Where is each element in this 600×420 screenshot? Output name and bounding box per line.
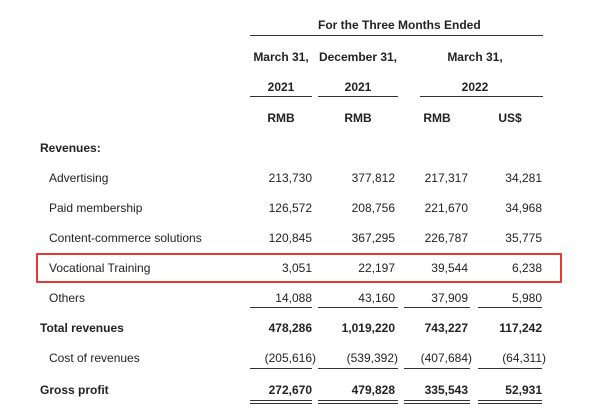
gross-double-rule-4b	[478, 403, 542, 404]
cell-value: 226,787	[424, 231, 468, 245]
cell-value: 14,088	[275, 291, 312, 305]
col-date-1-year: 2021	[267, 80, 295, 94]
col-date-2-month: December 31,	[318, 50, 398, 64]
highlight-box	[36, 253, 562, 283]
col-date-3-year: 2022	[461, 80, 489, 94]
cell-value: 6,238	[511, 261, 542, 275]
cell-value: 52,931	[505, 383, 542, 397]
cell-value: (64,311)	[502, 351, 546, 365]
cell-value: 34,281	[505, 171, 542, 185]
cell-value: 478,286	[268, 321, 312, 335]
row-label: Cost of revenues	[49, 351, 140, 365]
cell-value: 43,160	[358, 291, 395, 305]
cell-value: 213,730	[268, 171, 312, 185]
currency-1: RMB	[267, 111, 295, 125]
cell-value: (539,392)	[346, 351, 398, 365]
currency-4: US$	[498, 111, 522, 125]
cell-value: 272,670	[268, 383, 312, 397]
gross-double-rule-3a	[404, 400, 470, 401]
cell-value: 22,197	[358, 261, 395, 275]
row-label: Content-commerce solutions	[49, 231, 202, 245]
gross-double-rule-3b	[404, 403, 470, 404]
col-date-2-year: 2021	[344, 80, 372, 94]
cell-value: 1,019,220	[341, 321, 395, 335]
subtotal-rule-4	[478, 307, 542, 308]
cell-value: 37,909	[431, 291, 468, 305]
gross-double-rule-2b	[318, 403, 398, 404]
cell-value: 5,980	[511, 291, 542, 305]
cell-value: 479,828	[351, 383, 395, 397]
cell-value: 377,812	[351, 171, 395, 185]
cell-value: 39,544	[431, 261, 468, 275]
cell-value: 221,670	[424, 201, 468, 215]
year-2-underline	[318, 96, 398, 97]
gross-rule-1	[250, 368, 312, 369]
period-title: For the Three Months Ended	[318, 18, 481, 32]
gross-rule-2	[318, 368, 398, 369]
cell-value: (407,684)	[420, 351, 472, 365]
row-label: Vocational Training	[49, 261, 151, 275]
row-label: Others	[49, 291, 86, 305]
col-date-3-month: March 31,	[447, 50, 503, 64]
period-title-underline	[250, 35, 543, 36]
row-label: Gross profit	[40, 383, 109, 397]
subtotal-rule-2	[318, 307, 398, 308]
row-label: Total revenues	[40, 321, 124, 335]
cell-value: (205,616)	[264, 351, 316, 365]
subtotal-rule-3	[404, 307, 470, 308]
cell-value: 34,968	[505, 201, 542, 215]
gross-double-rule-2a	[318, 400, 398, 401]
currency-3: RMB	[423, 111, 451, 125]
gross-double-rule-1b	[250, 403, 312, 404]
cell-value: 117,242	[499, 321, 542, 335]
cell-value: 208,756	[351, 201, 395, 215]
cell-value: 3,051	[281, 261, 312, 275]
cell-value: 35,775	[505, 231, 542, 245]
cell-value: 120,845	[268, 231, 312, 245]
gross-rule-4	[478, 368, 542, 369]
cell-value: 217,317	[424, 171, 468, 185]
cell-value: 367,295	[351, 231, 395, 245]
gross-rule-3	[404, 368, 470, 369]
row-label: Paid membership	[49, 201, 143, 215]
year-1-underline	[250, 96, 312, 97]
subtotal-rule-1	[250, 307, 312, 308]
year-3-underline	[420, 96, 543, 97]
col-date-1-month: March 31,	[253, 50, 309, 64]
row-label: Advertising	[49, 171, 109, 185]
currency-2: RMB	[344, 111, 372, 125]
section-revenues: Revenues:	[40, 141, 101, 155]
cell-value: 126,572	[268, 201, 312, 215]
cell-value: 335,543	[424, 383, 468, 397]
gross-double-rule-4a	[478, 400, 542, 401]
gross-double-rule-1a	[250, 400, 312, 401]
cell-value: 743,227	[424, 321, 468, 335]
